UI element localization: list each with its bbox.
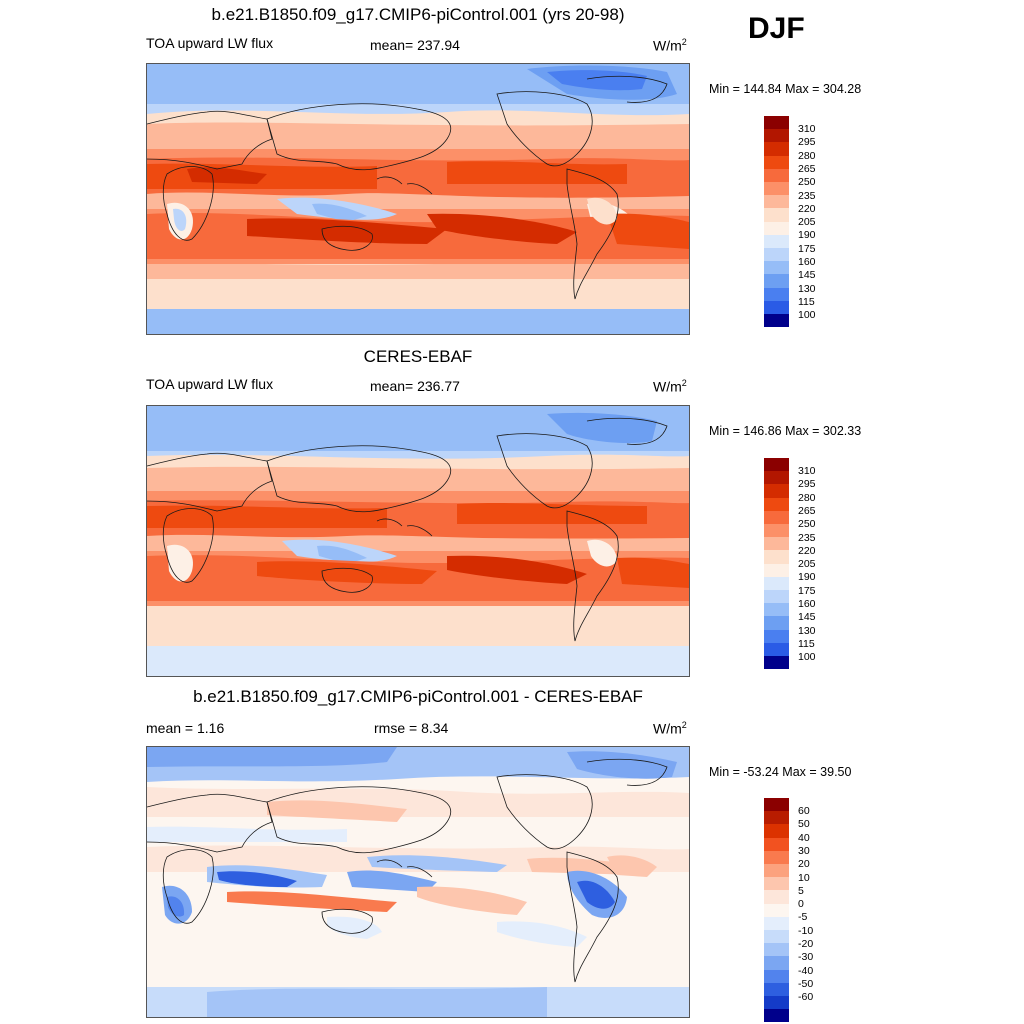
colorbar-tick: 5 bbox=[798, 884, 804, 897]
panel1-title: b.e21.B1850.f09_g17.CMIP6-piControl.001 … bbox=[211, 5, 625, 24]
colorbar-tick: 40 bbox=[798, 831, 810, 844]
panel1-mean-label: mean= 237.94 bbox=[370, 37, 460, 53]
colorbar-tick: 235 bbox=[798, 189, 816, 202]
colorbar-tick: 130 bbox=[798, 624, 816, 637]
panel3-title: b.e21.B1850.f09_g17.CMIP6-piControl.001 … bbox=[193, 687, 643, 706]
panel3-mean-label: mean = 1.16 bbox=[146, 720, 225, 736]
colorbar-tick: 310 bbox=[798, 465, 816, 477]
panel1-map bbox=[146, 63, 690, 335]
colorbar-tick: 160 bbox=[798, 598, 816, 610]
panel2-map bbox=[146, 405, 690, 677]
panel2-mean-label: mean= 236.77 bbox=[370, 378, 460, 394]
panel3-rmse-label: rmse = 8.34 bbox=[374, 720, 449, 736]
colorbar-tick: 220 bbox=[798, 544, 816, 557]
colorbar-tick: 295 bbox=[798, 478, 816, 491]
colorbar-tick: 205 bbox=[798, 216, 816, 229]
colorbar-tick: 160 bbox=[798, 256, 816, 268]
colorbar-tick: 30 bbox=[798, 844, 810, 857]
colorbar-tick: 100 bbox=[798, 651, 816, 664]
colorbar-tick: 0 bbox=[798, 898, 804, 911]
panel1-variable-label: TOA upward LW flux bbox=[146, 35, 274, 51]
panel3-map bbox=[146, 746, 690, 1018]
colorbar-tick: 190 bbox=[798, 229, 816, 242]
colorbar-tick: 250 bbox=[798, 518, 816, 531]
colorbar-tick: 265 bbox=[798, 504, 816, 517]
colorbar-tick: 60 bbox=[798, 805, 810, 817]
colorbar-tick: 220 bbox=[798, 202, 816, 215]
colorbar-tick: 265 bbox=[798, 162, 816, 175]
panel3-minmax: Min = -53.24 Max = 39.50 bbox=[709, 765, 852, 779]
colorbar-tick: 280 bbox=[798, 491, 816, 504]
colorbar-tick: -5 bbox=[798, 911, 808, 924]
colorbar-tick: 50 bbox=[798, 818, 810, 831]
colorbar-tick: 115 bbox=[798, 637, 815, 650]
colorbar-tick: 205 bbox=[798, 558, 816, 571]
panel2-minmax: Min = 146.86 Max = 302.33 bbox=[709, 424, 862, 438]
colorbar-tick: 175 bbox=[798, 242, 816, 255]
panel2-units: W/m2 bbox=[653, 378, 687, 395]
panel2-variable-label: TOA upward LW flux bbox=[146, 376, 274, 392]
panel3-units: W/m2 bbox=[653, 720, 687, 737]
panel1-minmax: Min = 144.84 Max = 304.28 bbox=[709, 82, 862, 96]
colorbar-tick: -60 bbox=[798, 991, 814, 1004]
panel1-units: W/m2 bbox=[653, 37, 687, 54]
colorbar-tick: 115 bbox=[798, 295, 815, 308]
colorbar-tick: 310 bbox=[798, 123, 816, 135]
colorbar-tick: -50 bbox=[798, 977, 814, 990]
colorbar-tick: 190 bbox=[798, 571, 816, 584]
season-label: DJF bbox=[748, 12, 805, 45]
colorbar-tick: 145 bbox=[798, 269, 816, 282]
panel2-title: CERES-EBAF bbox=[363, 347, 473, 366]
colorbar-tick: -40 bbox=[798, 964, 814, 977]
colorbar-tick: 100 bbox=[798, 309, 816, 322]
colorbar-tick: 130 bbox=[798, 282, 816, 295]
colorbar-tick: 175 bbox=[798, 584, 816, 597]
colorbar-tick: 295 bbox=[798, 136, 816, 149]
colorbar-tick: 250 bbox=[798, 176, 816, 189]
colorbar-tick: 145 bbox=[798, 611, 816, 624]
colorbar-tick: 235 bbox=[798, 531, 816, 544]
colorbar-tick: -20 bbox=[798, 938, 814, 950]
colorbar-tick: -30 bbox=[798, 951, 814, 964]
colorbar-tick: 280 bbox=[798, 149, 816, 162]
colorbar-tick: 20 bbox=[798, 858, 810, 871]
colorbar-tick: 10 bbox=[798, 871, 810, 884]
colorbar-tick: -10 bbox=[798, 924, 814, 937]
